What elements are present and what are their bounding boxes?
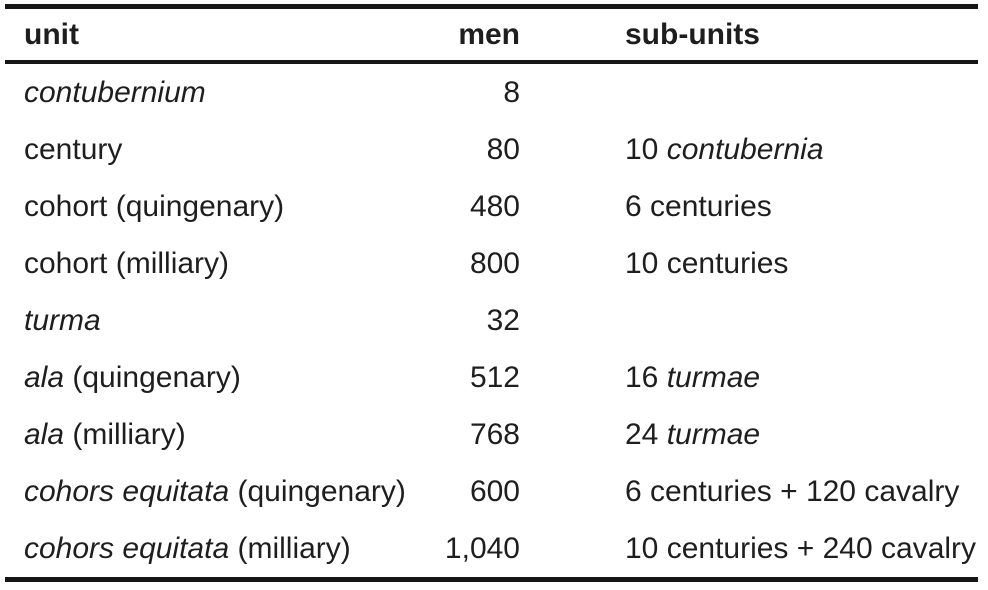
men-cell: 768	[469, 417, 520, 451]
latin-term: cohors equitata	[24, 474, 230, 508]
men-cell: 600	[469, 474, 520, 508]
text-segment: 10 centuries	[625, 246, 789, 280]
unit-cell: ala (quingenary)	[5, 349, 405, 406]
text-segment: 10 centuries + 240 cavalry	[625, 531, 977, 565]
text-segment: (quingenary)	[229, 474, 406, 508]
text-segment: 24	[625, 417, 667, 451]
text-segment: century	[24, 132, 123, 166]
table-body: contubernium 8 century 80 10 contubernia coho…	[5, 62, 978, 580]
latin-term: ala	[24, 360, 65, 394]
roman-army-units-table: unit men sub-units contubernium 8 century 8…	[5, 4, 978, 582]
sub-units-cell: 10 centuries + 240 cavalry	[520, 520, 978, 580]
table-row: ala (quingenary) 512 16 turmae	[5, 349, 978, 406]
table-row: contubernium 8	[5, 62, 978, 121]
table-row: cohors equitata (milliary) 1,040 10 centur…	[5, 520, 978, 580]
men-cell: 800	[469, 246, 520, 280]
text-segment: 16	[625, 360, 667, 394]
unit-cell: cohors equitata (quingenary)	[5, 463, 406, 520]
text-segment: 6 centuries + 120 cavalry	[625, 474, 960, 508]
sub-units-cell	[520, 62, 978, 121]
text-segment: (milliary)	[229, 531, 351, 565]
unit-cell: cohort (quingenary)	[5, 178, 405, 235]
latin-term: turmae	[666, 417, 761, 451]
men-cell: 480	[469, 189, 520, 223]
text-segment: (milliary)	[64, 417, 186, 451]
text-segment: (quingenary)	[64, 360, 241, 394]
table-row: cohort (quingenary) 480 6 centuries	[5, 178, 978, 235]
men-cell: 80	[486, 132, 520, 166]
sub-units-cell: 10 centuries	[520, 235, 978, 292]
column-header-unit: unit	[5, 6, 405, 64]
unit-cell: century	[5, 121, 405, 178]
table-row: turma 32	[5, 292, 978, 349]
latin-term: ala	[24, 417, 65, 451]
text-segment: 10	[625, 132, 667, 166]
table-row: century 80 10 contubernia	[5, 121, 978, 178]
men-cell: 512	[469, 360, 520, 394]
men-cell: 8	[503, 75, 520, 109]
unit-cell: cohort (milliary)	[5, 235, 405, 292]
table-row: cohort (milliary) 800 10 centuries	[5, 235, 978, 292]
sub-units-cell: 10 contubernia	[520, 121, 978, 178]
unit-cell: turma	[5, 292, 405, 349]
latin-term: contubernium	[24, 75, 206, 109]
table-header: unit men sub-units	[5, 6, 978, 64]
sub-units-cell: 6 centuries + 120 cavalry	[520, 463, 978, 520]
text-segment: cohort (quingenary)	[24, 189, 285, 223]
sub-units-cell: 24 turmae	[520, 406, 978, 463]
column-header-men: men	[405, 6, 520, 64]
sub-units-cell: 6 centuries	[520, 178, 978, 235]
sub-units-cell: 16 turmae	[520, 349, 978, 406]
men-cell: 1,040	[444, 531, 520, 565]
text-segment: cohort (milliary)	[24, 246, 230, 280]
latin-term: contubernia	[666, 132, 824, 166]
latin-term: turma	[24, 303, 101, 337]
men-cell: 32	[486, 303, 520, 337]
table-row: cohors equitata (quingenary) 600 6 centuri…	[5, 463, 978, 520]
column-header-sub-units: sub-units	[520, 6, 978, 64]
sub-units-cell	[520, 292, 978, 349]
header-row: unit men sub-units	[5, 6, 978, 64]
unit-cell: ala (milliary)	[5, 406, 405, 463]
table-row: ala (milliary) 768 24 turmae	[5, 406, 978, 463]
unit-cell: cohors equitata (milliary)	[5, 520, 405, 580]
latin-term: turmae	[666, 360, 761, 394]
text-segment: 6 centuries	[625, 189, 772, 223]
unit-cell: contubernium	[5, 62, 405, 121]
latin-term: cohors equitata	[24, 531, 230, 565]
